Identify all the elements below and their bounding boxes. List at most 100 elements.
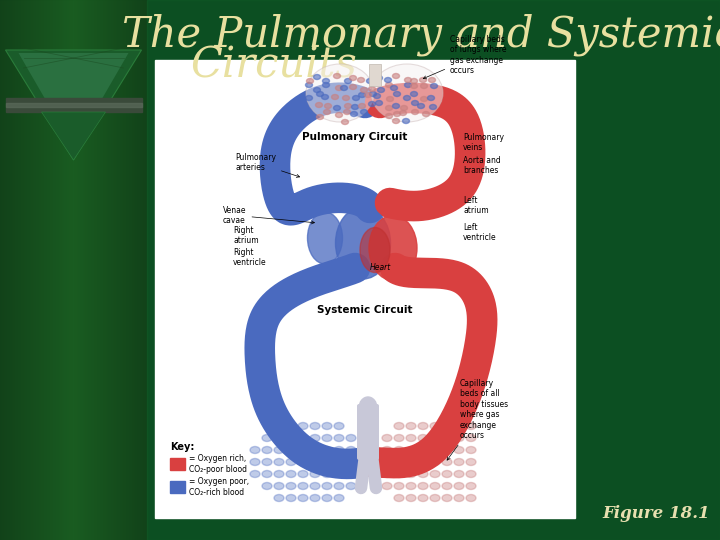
Ellipse shape — [418, 458, 428, 465]
Ellipse shape — [346, 435, 356, 442]
Text: Left
atrium: Left atrium — [463, 195, 489, 215]
Ellipse shape — [430, 447, 440, 454]
Ellipse shape — [430, 458, 440, 465]
Bar — [6, 0, 7, 540]
Bar — [26, 0, 27, 540]
Bar — [100, 0, 101, 540]
Bar — [70, 0, 71, 540]
Ellipse shape — [466, 447, 476, 454]
Ellipse shape — [286, 422, 296, 429]
Ellipse shape — [343, 96, 349, 100]
Bar — [42, 0, 43, 540]
Bar — [14, 0, 15, 540]
Bar — [122, 0, 123, 540]
Ellipse shape — [400, 105, 408, 111]
Bar — [133, 0, 134, 540]
Ellipse shape — [336, 207, 390, 279]
Bar — [21, 0, 22, 540]
Ellipse shape — [410, 91, 418, 97]
Bar — [18, 0, 19, 540]
Bar — [108, 0, 109, 540]
Bar — [48, 0, 49, 540]
Bar — [139, 0, 140, 540]
Ellipse shape — [346, 470, 356, 477]
Ellipse shape — [298, 470, 308, 477]
Ellipse shape — [334, 483, 344, 489]
Ellipse shape — [369, 86, 376, 91]
Ellipse shape — [286, 470, 296, 477]
Bar — [170, 458, 185, 470]
Bar — [131, 0, 132, 540]
Bar — [50, 0, 51, 540]
Bar — [45, 0, 46, 540]
Ellipse shape — [323, 83, 330, 87]
Ellipse shape — [366, 78, 374, 84]
Bar — [143, 0, 144, 540]
Bar — [40, 0, 41, 540]
Bar — [113, 0, 114, 540]
Bar — [61, 0, 62, 540]
Text: Key:: Key: — [170, 442, 194, 452]
Ellipse shape — [384, 78, 392, 83]
Bar — [9, 0, 10, 540]
Ellipse shape — [322, 94, 328, 99]
Ellipse shape — [387, 97, 394, 102]
Ellipse shape — [310, 495, 320, 502]
Bar — [142, 0, 143, 540]
Ellipse shape — [442, 458, 452, 465]
Bar — [34, 0, 35, 540]
Bar — [29, 0, 30, 540]
Ellipse shape — [322, 422, 332, 429]
Text: Systemic Circuit: Systemic Circuit — [318, 305, 413, 315]
Bar — [137, 0, 138, 540]
Ellipse shape — [370, 447, 380, 454]
Bar — [121, 0, 122, 540]
Bar — [82, 0, 83, 540]
Text: The Pulmonary and Systemic: The Pulmonary and Systemic — [122, 14, 720, 56]
Ellipse shape — [394, 470, 404, 477]
Ellipse shape — [382, 435, 392, 442]
Ellipse shape — [394, 422, 404, 429]
Ellipse shape — [406, 435, 416, 442]
Ellipse shape — [377, 87, 384, 92]
Ellipse shape — [385, 83, 392, 87]
Bar — [64, 0, 65, 540]
Ellipse shape — [420, 84, 428, 89]
Bar — [32, 0, 33, 540]
Ellipse shape — [405, 78, 412, 83]
Bar — [135, 0, 136, 540]
Bar — [102, 0, 103, 540]
Bar — [99, 0, 100, 540]
Bar — [119, 0, 120, 540]
Ellipse shape — [418, 104, 425, 109]
Ellipse shape — [442, 435, 452, 442]
Ellipse shape — [334, 422, 344, 429]
Ellipse shape — [358, 78, 364, 83]
Ellipse shape — [454, 495, 464, 502]
Bar — [31, 0, 32, 540]
Ellipse shape — [349, 76, 356, 80]
Ellipse shape — [274, 483, 284, 489]
Bar — [27, 0, 28, 540]
Ellipse shape — [353, 96, 359, 100]
Ellipse shape — [343, 110, 351, 114]
Ellipse shape — [418, 422, 428, 429]
Bar — [30, 0, 31, 540]
Ellipse shape — [406, 495, 416, 502]
Ellipse shape — [333, 73, 341, 78]
Ellipse shape — [274, 495, 284, 502]
Bar — [69, 0, 70, 540]
Ellipse shape — [322, 470, 332, 477]
Bar — [8, 0, 9, 540]
Ellipse shape — [331, 94, 338, 99]
Ellipse shape — [310, 422, 320, 429]
Text: Right
atrium: Right atrium — [233, 226, 258, 245]
Ellipse shape — [431, 84, 438, 89]
Text: Pulmonary
arteries: Pulmonary arteries — [235, 153, 300, 177]
Bar — [6, 98, 142, 112]
Bar — [111, 0, 112, 540]
Ellipse shape — [385, 113, 392, 118]
Bar — [144, 0, 145, 540]
Ellipse shape — [374, 93, 380, 98]
Bar — [1, 0, 2, 540]
